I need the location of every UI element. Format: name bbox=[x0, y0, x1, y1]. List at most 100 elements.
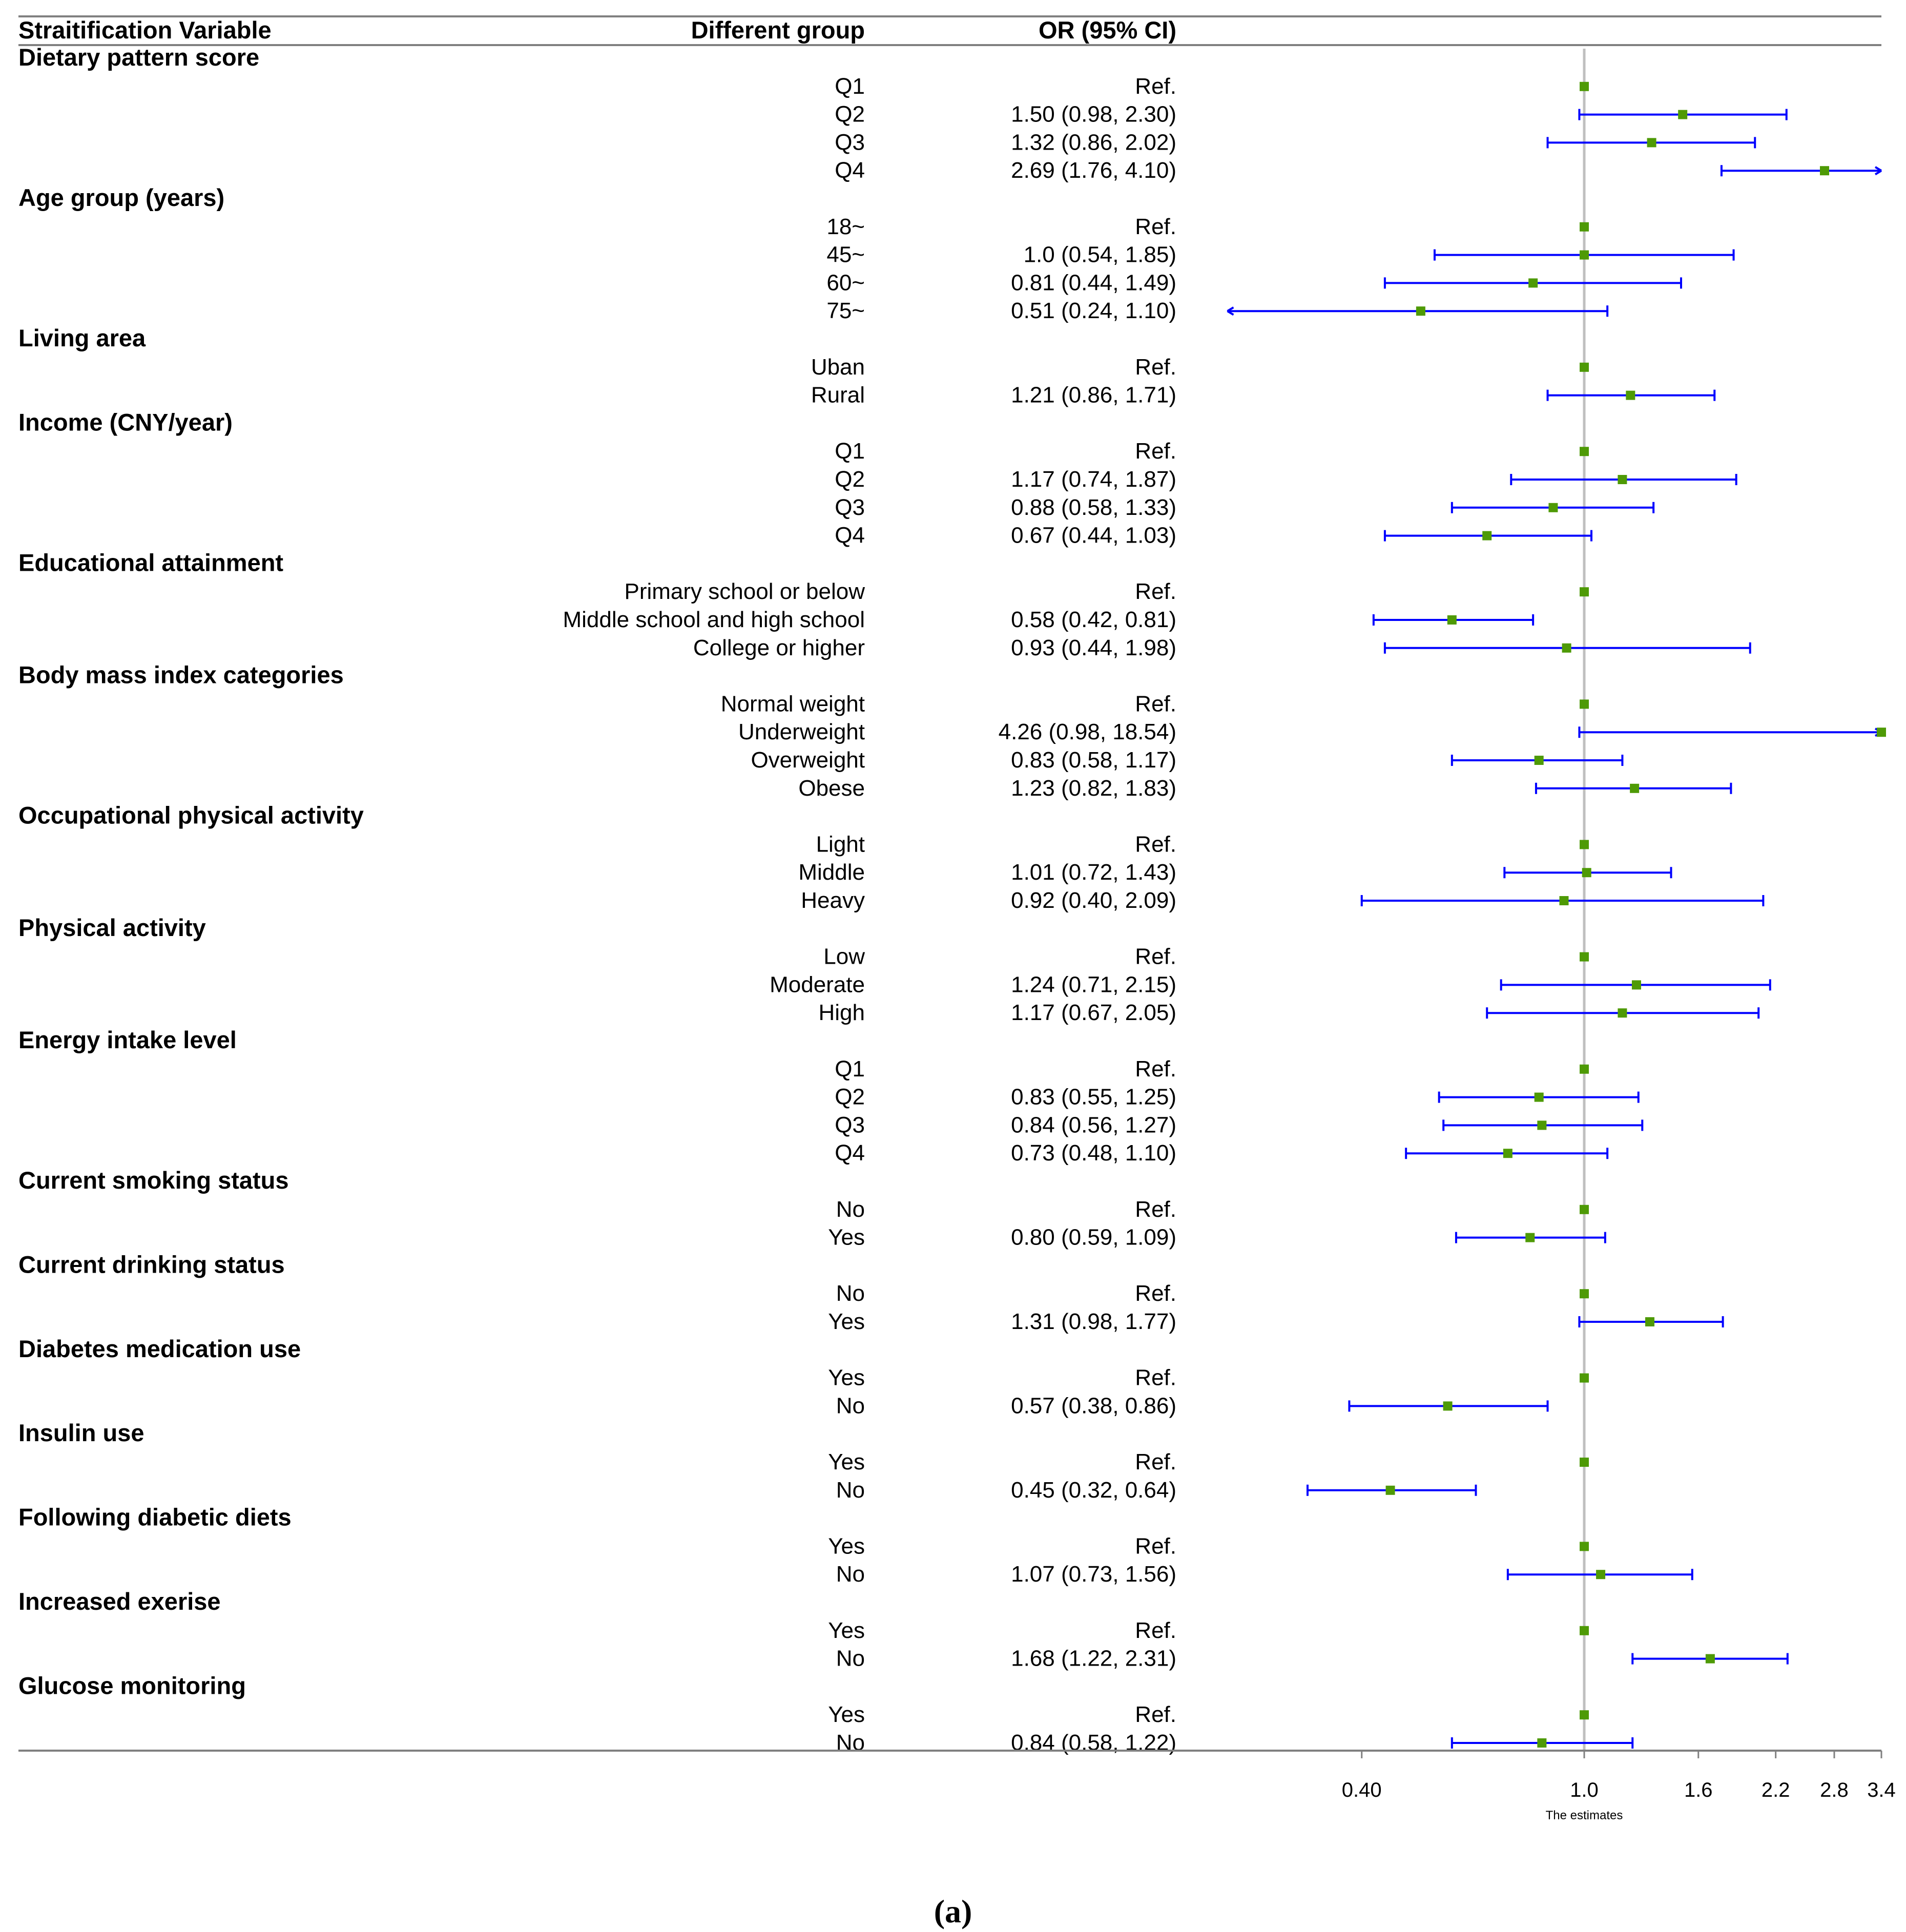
point-estimate bbox=[1618, 475, 1627, 484]
point-estimate bbox=[1580, 1289, 1589, 1299]
row-or-ci: 1.50 (0.98, 2.30) bbox=[1011, 102, 1176, 127]
row-or-ci: Ref. bbox=[1135, 1281, 1176, 1306]
row-label: College or higher bbox=[693, 635, 865, 660]
point-estimate bbox=[1534, 756, 1544, 765]
group-title: Current smoking status bbox=[18, 1167, 289, 1194]
point-estimate bbox=[1631, 980, 1641, 990]
point-estimate bbox=[1447, 615, 1457, 625]
group-title: Energy intake level bbox=[18, 1026, 237, 1053]
row-or-ci: 0.84 (0.56, 1.27) bbox=[1011, 1112, 1176, 1137]
point-estimate bbox=[1596, 1570, 1606, 1580]
point-estimate bbox=[1580, 1626, 1589, 1635]
point-estimate bbox=[1647, 138, 1656, 148]
x-tick-label: 1.6 bbox=[1684, 1779, 1713, 1801]
group-title: Physical activity bbox=[18, 914, 206, 941]
group-title: Following diabetic diets bbox=[18, 1504, 292, 1531]
row-or-ci: 1.17 (0.74, 1.87) bbox=[1011, 467, 1176, 492]
group-title: Income (CNY/year) bbox=[18, 408, 233, 435]
row-label: Q2 bbox=[835, 102, 865, 127]
point-estimate bbox=[1645, 1317, 1654, 1326]
row-label: Q3 bbox=[835, 1112, 865, 1137]
row-label: Yes bbox=[828, 1449, 865, 1474]
row-or-ci: Ref. bbox=[1135, 1449, 1176, 1474]
x-tick-label: 2.8 bbox=[1820, 1779, 1849, 1801]
row-label: Q4 bbox=[835, 1140, 865, 1166]
row-or-ci: Ref. bbox=[1135, 1533, 1176, 1559]
row-or-ci: 1.24 (0.71, 2.15) bbox=[1011, 972, 1176, 997]
row-label: No bbox=[836, 1478, 865, 1503]
point-estimate bbox=[1618, 1008, 1627, 1018]
row-or-ci: 0.88 (0.58, 1.33) bbox=[1011, 495, 1176, 520]
x-axis-label: The estimates bbox=[1546, 1809, 1623, 1822]
group-title: Body mass index categories bbox=[18, 661, 344, 689]
row-label: Middle bbox=[798, 860, 865, 885]
point-estimate bbox=[1580, 1373, 1589, 1383]
point-estimate bbox=[1528, 278, 1538, 288]
row-label: Yes bbox=[828, 1702, 865, 1727]
row-or-ci: Ref. bbox=[1135, 1197, 1176, 1222]
row-label: Q3 bbox=[835, 495, 865, 520]
point-estimate bbox=[1503, 1149, 1513, 1158]
point-estimate bbox=[1580, 250, 1589, 260]
row-label: Primary school or below bbox=[625, 579, 865, 604]
row-or-ci: Ref. bbox=[1135, 1056, 1176, 1082]
row-or-ci: 0.73 (0.48, 1.10) bbox=[1011, 1140, 1176, 1166]
row-label: Low bbox=[823, 944, 865, 969]
row-label: Yes bbox=[828, 1533, 865, 1559]
row-label: Q4 bbox=[835, 523, 865, 548]
row-label: Q3 bbox=[835, 130, 865, 155]
header-variable: Straitification Variable bbox=[18, 16, 272, 44]
row-or-ci: 1.23 (0.82, 1.83) bbox=[1011, 776, 1176, 801]
point-estimate bbox=[1705, 1654, 1715, 1664]
point-estimate bbox=[1580, 222, 1589, 232]
x-tick-label: 0.40 bbox=[1342, 1779, 1382, 1801]
point-estimate bbox=[1537, 1120, 1547, 1130]
point-estimate bbox=[1580, 699, 1589, 709]
row-label: Moderate bbox=[770, 972, 865, 997]
point-estimate bbox=[1559, 896, 1569, 905]
row-or-ci: 4.26 (0.98, 18.54) bbox=[999, 719, 1176, 744]
point-estimate bbox=[1534, 1092, 1544, 1102]
point-estimate bbox=[1678, 110, 1688, 119]
row-label: Q1 bbox=[835, 1056, 865, 1082]
row-label: 75~ bbox=[826, 298, 865, 323]
row-label: Q1 bbox=[835, 439, 865, 464]
row-or-ci: 1.68 (1.22, 2.31) bbox=[1011, 1646, 1176, 1671]
row-label: Q4 bbox=[835, 158, 865, 183]
row-label: Obese bbox=[798, 776, 865, 801]
row-or-ci: Ref. bbox=[1135, 579, 1176, 604]
point-estimate bbox=[1416, 306, 1425, 316]
row-label: High bbox=[819, 1000, 865, 1025]
row-or-ci: 0.83 (0.58, 1.17) bbox=[1011, 747, 1176, 773]
row-label: Normal weight bbox=[721, 691, 865, 716]
row-or-ci: Ref. bbox=[1135, 355, 1176, 380]
row-label: Heavy bbox=[801, 888, 865, 913]
row-or-ci: 1.17 (0.67, 2.05) bbox=[1011, 1000, 1176, 1025]
row-label: Q1 bbox=[835, 74, 865, 99]
point-estimate bbox=[1580, 447, 1589, 456]
row-label: Overweight bbox=[751, 747, 865, 773]
point-estimate bbox=[1580, 362, 1589, 372]
point-estimate bbox=[1537, 1738, 1547, 1748]
row-label: Yes bbox=[828, 1618, 865, 1643]
group-title: Diabetes medication use bbox=[18, 1335, 301, 1362]
row-label: No bbox=[836, 1281, 865, 1306]
forest-table: Straitification Variable Different group O… bbox=[18, 15, 1881, 1755]
row-or-ci: 0.80 (0.59, 1.09) bbox=[1011, 1225, 1176, 1250]
point-estimate bbox=[1385, 1485, 1395, 1495]
row-or-ci: Ref. bbox=[1135, 74, 1176, 99]
point-estimate bbox=[1626, 390, 1635, 400]
row-or-ci: Ref. bbox=[1135, 944, 1176, 969]
x-axis: 0.40 1.0 1.6 2.2 2.8 3.4 The estimates bbox=[18, 1750, 1896, 1822]
point-estimate bbox=[1580, 1710, 1589, 1720]
group-title: Current drinking status bbox=[18, 1251, 285, 1278]
group-title: Insulin use bbox=[18, 1419, 144, 1446]
forest-point-estimates bbox=[1385, 81, 1886, 1748]
point-estimate bbox=[1562, 643, 1571, 653]
row-or-ci: 0.93 (0.44, 1.98) bbox=[1011, 635, 1176, 660]
row-or-ci: Ref. bbox=[1135, 439, 1176, 464]
row-or-ci: 0.57 (0.38, 0.86) bbox=[1011, 1393, 1176, 1418]
point-estimate bbox=[1580, 952, 1589, 962]
point-estimate bbox=[1443, 1401, 1453, 1411]
